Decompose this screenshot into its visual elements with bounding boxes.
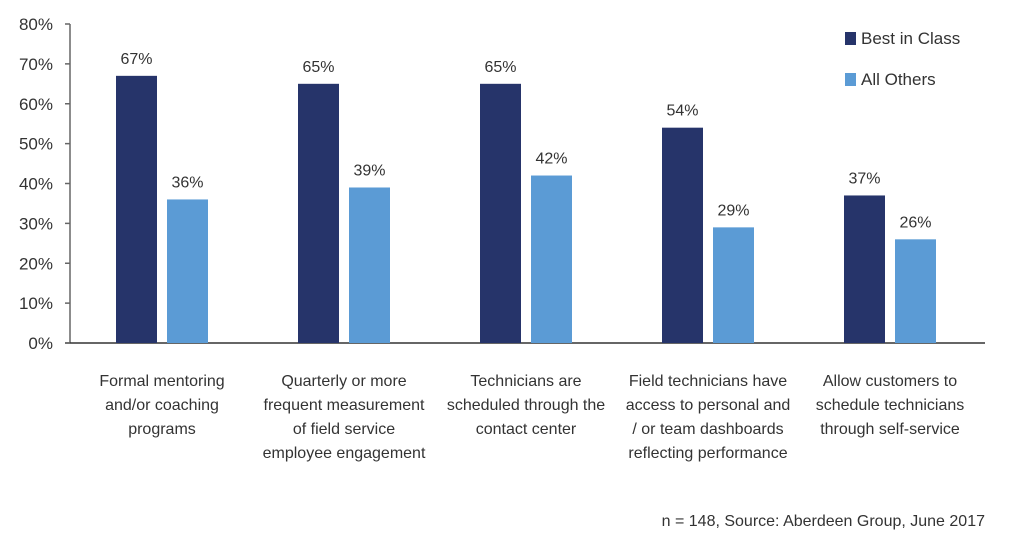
data-label: 42% xyxy=(535,151,567,168)
category-label-line: scheduled through the xyxy=(447,397,605,414)
category-label: Allow customers to schedule technicians th… xyxy=(816,373,965,438)
category-label: Quarterly or more frequent measurement of … xyxy=(263,373,426,462)
bar-best-in-class xyxy=(116,75,157,344)
x-axis-labels: Formal mentoring and/or coaching programs Q… xyxy=(99,373,964,462)
bar-best-in-class xyxy=(662,127,703,343)
data-label: 65% xyxy=(302,59,334,76)
category-label: Formal mentoring and/or coaching programs xyxy=(99,373,224,438)
legend-swatch xyxy=(845,73,856,86)
y-tick-label: 20% xyxy=(19,254,53,273)
category-label-line: and/or coaching xyxy=(105,397,219,414)
bar-all-others xyxy=(531,175,572,343)
category-label: Field technicians have access to personal… xyxy=(626,373,791,462)
y-tick-label: 30% xyxy=(19,214,53,233)
bar-best-in-class xyxy=(298,83,339,343)
legend: Best in Class All Others xyxy=(845,29,960,89)
bar-all-others xyxy=(349,187,390,343)
category-label-line: Technicians are xyxy=(470,373,581,390)
y-tick-label: 0% xyxy=(28,334,53,353)
data-label: 26% xyxy=(899,214,931,231)
category-label-line: / or team dashboards xyxy=(632,421,783,438)
y-tick-label: 70% xyxy=(19,55,53,74)
y-axis: 0% 10% 20% 30% 40% 50% 60% 70% 80% xyxy=(19,15,985,353)
category-label-line: schedule technicians xyxy=(816,397,965,414)
category-label: Technicians are scheduled through the cont… xyxy=(447,373,605,438)
category-label-line: Formal mentoring xyxy=(99,373,224,390)
data-label: 37% xyxy=(848,170,880,187)
bar-best-in-class xyxy=(844,195,885,343)
bar-best-in-class xyxy=(480,83,521,343)
category-label-line: frequent measurement xyxy=(264,397,426,414)
category-label-line: Quarterly or more xyxy=(281,373,406,390)
legend-swatch xyxy=(845,32,856,45)
bar-all-others xyxy=(167,199,208,343)
bar-all-others xyxy=(713,227,754,343)
y-tick-label: 50% xyxy=(19,135,53,154)
category-label-line: access to personal and xyxy=(626,397,791,414)
category-label-line: of field service xyxy=(293,421,395,438)
y-tick-label: 80% xyxy=(19,15,53,34)
footnote: n = 148, Source: Aberdeen Group, June 20… xyxy=(662,513,985,530)
bars: 67% 36% 65% 39% 65% 42% 54% 29% 37% 26% xyxy=(116,51,936,344)
legend-label: Best in Class xyxy=(861,29,960,48)
category-label-line: Allow customers to xyxy=(823,373,957,390)
category-label-line: through self-service xyxy=(820,421,960,438)
category-label-line: reflecting performance xyxy=(628,445,787,462)
legend-label: All Others xyxy=(861,70,936,89)
bar-all-others xyxy=(895,239,936,343)
y-tick-label: 60% xyxy=(19,95,53,114)
category-label-line: employee engagement xyxy=(263,445,426,462)
data-label: 39% xyxy=(353,162,385,179)
data-label: 67% xyxy=(120,51,152,68)
data-label: 54% xyxy=(666,103,698,120)
category-label-line: programs xyxy=(128,421,196,438)
y-tick-label: 40% xyxy=(19,175,53,194)
data-label: 36% xyxy=(171,174,203,191)
category-label-line: contact center xyxy=(476,421,577,438)
category-label-line: Field technicians have xyxy=(629,373,787,390)
data-label: 29% xyxy=(717,202,749,219)
y-tick-label: 10% xyxy=(19,294,53,313)
data-label: 65% xyxy=(484,59,516,76)
